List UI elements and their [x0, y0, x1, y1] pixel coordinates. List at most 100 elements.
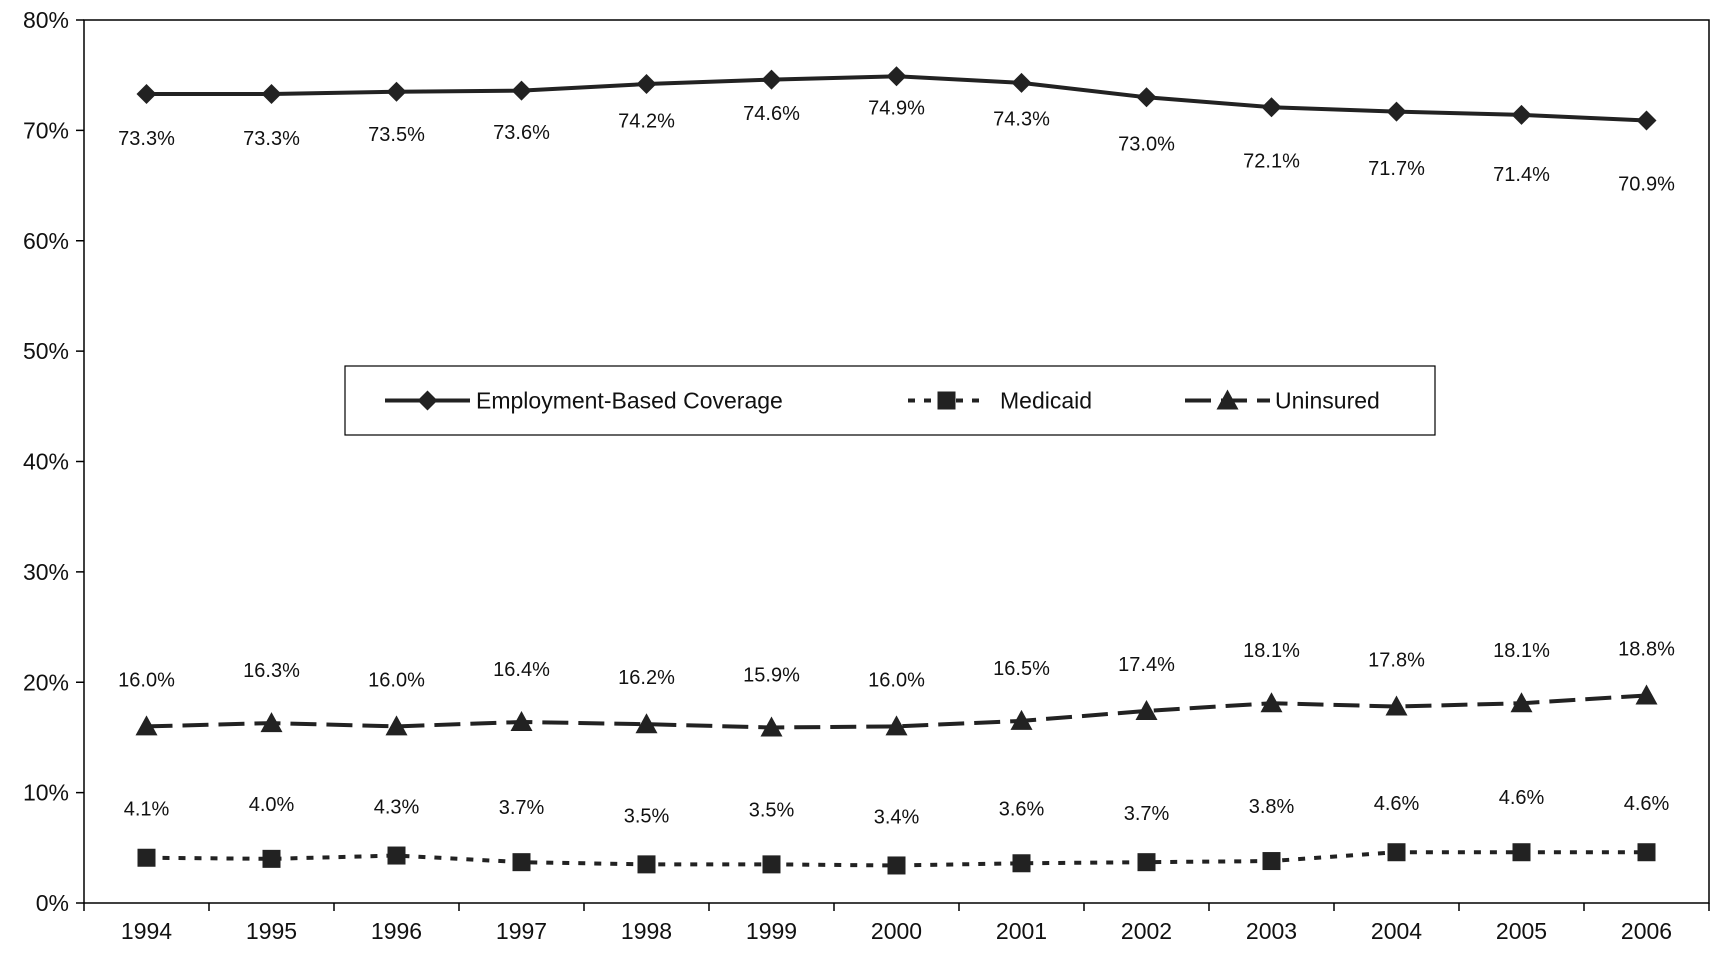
x-axis-tick-label: 2002	[1121, 918, 1172, 944]
x-axis-tick-label: 1995	[246, 918, 297, 944]
data-point	[261, 83, 282, 104]
data-label: 18.8%	[1618, 638, 1675, 660]
data-label: 71.7%	[1368, 158, 1425, 180]
plot-area-frame	[83, 19, 1710, 904]
data-point	[1512, 843, 1531, 862]
data-point	[635, 713, 658, 734]
x-axis-tick-label: 1999	[746, 918, 797, 944]
legend-item: Medicaid	[908, 388, 1092, 414]
data-label: 4.6%	[1624, 793, 1670, 815]
axes: 0% 10% 20% 30% 40% 50% 60% 70% 80% 1994 1995 1996 19…	[23, 7, 1710, 944]
data-label: 73.6%	[493, 122, 550, 144]
data-label: 16.4%	[493, 659, 550, 681]
legend-marker	[1216, 389, 1239, 410]
legend-label: Uninsured	[1275, 388, 1380, 414]
data-point	[886, 66, 907, 87]
legend-item: Employment-Based Coverage	[385, 388, 783, 414]
x-axis-tick-label: 2004	[1371, 918, 1422, 944]
y-axis-tick-label: 0%	[36, 890, 69, 916]
data-label: 3.6%	[999, 798, 1045, 820]
data-label: 17.8%	[1368, 650, 1425, 672]
data-label: 17.4%	[1118, 654, 1175, 676]
data-label: 16.3%	[243, 660, 300, 682]
data-point	[1385, 695, 1408, 716]
data-label: 3.5%	[624, 805, 670, 827]
data-label: 16.2%	[618, 667, 675, 689]
data-label: 4.1%	[124, 799, 170, 821]
data-label: 73.3%	[243, 128, 300, 150]
data-point	[1136, 87, 1157, 108]
data-label: 70.9%	[1618, 173, 1675, 195]
data-point	[887, 856, 906, 875]
data-label: 3.8%	[1249, 796, 1295, 818]
data-label: 16.0%	[868, 669, 925, 691]
y-axis-tick-label: 20%	[23, 669, 69, 695]
data-point	[761, 69, 782, 90]
data-label: 73.5%	[368, 124, 425, 146]
data-point	[1012, 854, 1031, 873]
data-label: 74.2%	[618, 111, 675, 133]
x-axis-tick-label: 1994	[121, 918, 172, 944]
data-point	[762, 855, 781, 874]
legend: Employment-Based Coverage Medicaid Uninsur…	[344, 365, 1436, 436]
data-point	[137, 848, 156, 867]
x-axis-tick-label: 1997	[496, 918, 547, 944]
legend-label: Employment-Based Coverage	[476, 388, 783, 414]
series-square	[137, 843, 1656, 875]
y-axis-tick-label: 10%	[23, 780, 69, 806]
data-point	[1262, 852, 1281, 871]
data-label: 73.0%	[1118, 133, 1175, 155]
data-point	[385, 715, 408, 736]
data-point	[1386, 101, 1407, 122]
data-label: 3.7%	[1124, 803, 1170, 825]
y-axis-tick-label: 70%	[23, 117, 69, 143]
data-point	[637, 855, 656, 874]
x-axis-tick-label: 1998	[621, 918, 672, 944]
x-axis-tick-label: 2006	[1621, 918, 1672, 944]
legend-marker	[937, 391, 956, 410]
series-layer	[135, 66, 1658, 875]
x-axis-tick-label: 2001	[996, 918, 1047, 944]
data-label: 74.9%	[868, 97, 925, 119]
x-axis-tick-label: 2005	[1496, 918, 1547, 944]
data-label: 3.5%	[749, 799, 795, 821]
x-axis-tick-label: 2000	[871, 918, 922, 944]
data-label: 15.9%	[743, 665, 800, 687]
data-label: 4.6%	[1499, 787, 1545, 809]
x-axis-tick-label: 1996	[371, 918, 422, 944]
data-point	[136, 83, 157, 104]
data-point	[135, 715, 158, 736]
data-point	[260, 712, 283, 733]
data-label: 16.5%	[993, 658, 1050, 680]
data-point	[1635, 684, 1658, 705]
data-point	[511, 80, 532, 101]
x-axis-tick-label: 2003	[1246, 918, 1297, 944]
data-point	[1260, 692, 1283, 713]
data-point	[387, 846, 406, 865]
data-point	[636, 74, 657, 95]
data-point	[386, 81, 407, 102]
data-point	[1135, 699, 1158, 720]
data-point	[1636, 110, 1657, 131]
data-label: 73.3%	[118, 128, 175, 150]
data-label: 4.0%	[249, 794, 295, 816]
data-point	[885, 715, 908, 736]
data-point	[512, 853, 531, 872]
data-label: 74.6%	[743, 103, 800, 125]
data-point	[510, 710, 533, 731]
legend-box	[344, 365, 1436, 436]
data-labels: 73.3% 73.3% 73.5% 73.6% 74.2% 74.6% 74.9% 74.3%…	[118, 97, 1675, 828]
y-axis-tick-label: 80%	[23, 7, 69, 33]
data-point	[1010, 709, 1033, 730]
data-point	[1510, 692, 1533, 713]
data-label: 16.0%	[118, 669, 175, 691]
data-point	[760, 716, 783, 737]
data-label: 18.1%	[1493, 640, 1550, 662]
series-diamond	[136, 66, 1657, 131]
legend-item: Uninsured	[1185, 388, 1380, 414]
data-point	[1637, 843, 1656, 862]
data-label: 16.0%	[368, 669, 425, 691]
legend-label: Medicaid	[1000, 388, 1092, 414]
